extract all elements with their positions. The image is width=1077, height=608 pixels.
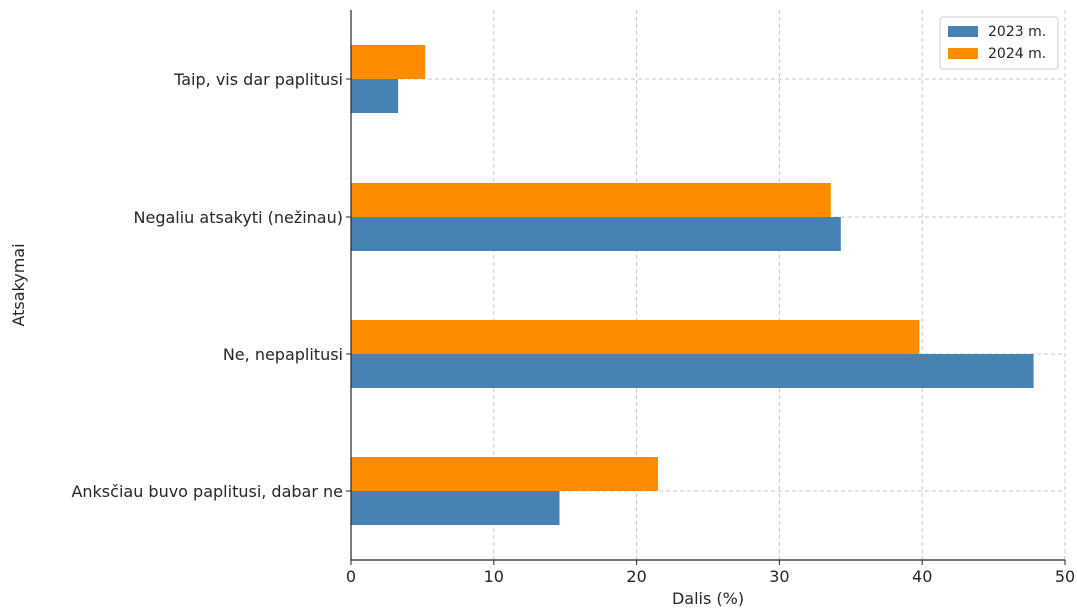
legend-swatch [948, 26, 978, 37]
bar-2024 [351, 45, 426, 79]
x-tick-label: 10 [484, 567, 504, 586]
bar-2024 [351, 320, 920, 354]
x-tick-label: 30 [769, 567, 789, 586]
x-tick-label: 0 [346, 567, 356, 586]
bars [351, 45, 1034, 525]
y-tick-label: Ne, nepaplitusi [223, 345, 343, 364]
bar-2023 [351, 354, 1034, 388]
bar-2024 [351, 183, 831, 217]
axes [350, 10, 1065, 561]
y-tick-label: Taip, vis dar paplitusi [173, 70, 343, 89]
legend-label: 2023 m. [988, 24, 1046, 40]
legend-label: 2024 m. [988, 46, 1046, 62]
x-tick-label: 20 [626, 567, 646, 586]
bar-2023 [351, 79, 399, 113]
bar-2024 [351, 457, 659, 491]
x-ticks: 0 10 20 30 40 50 [346, 560, 1075, 586]
x-tick-label: 50 [1055, 567, 1075, 586]
y-tick-label: Negaliu atsakyti (nežinau) [134, 208, 343, 227]
bar-2023 [351, 491, 560, 525]
legend: 2023 m. 2024 m. [939, 16, 1059, 70]
legend-swatch [948, 48, 978, 59]
y-axis-title: Atsakymai [9, 243, 28, 326]
x-axis-title: Dalis (%) [672, 589, 744, 608]
x-tick-label: 40 [912, 567, 932, 586]
bar-2023 [351, 217, 841, 251]
y-ticks: Taip, vis dar paplitusi Negaliu atsakyti … [71, 70, 351, 501]
y-tick-label: Anksčiau buvo paplitusi, dabar ne [71, 482, 343, 501]
